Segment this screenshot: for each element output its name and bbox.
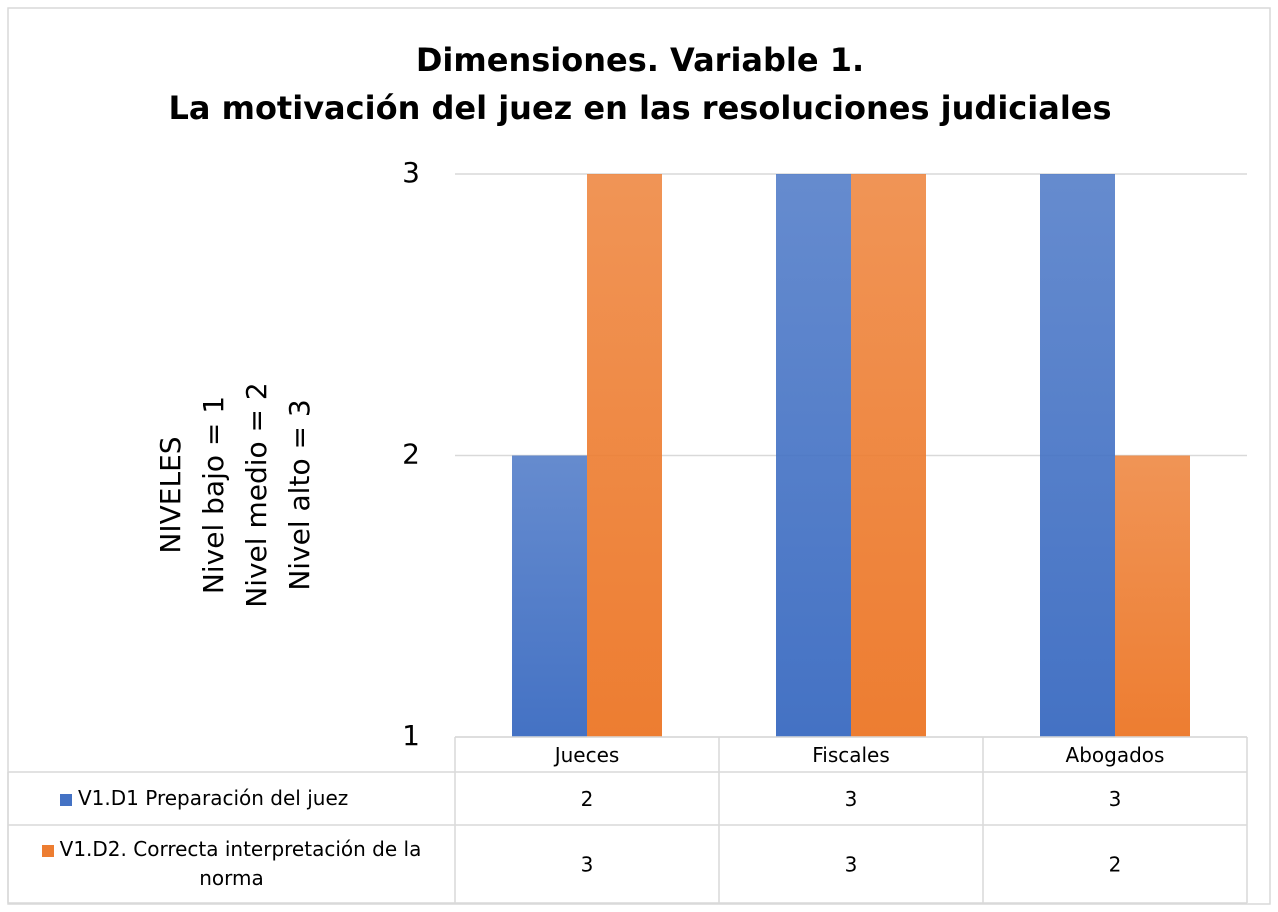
chart-title: La motivación del juez en las resolucion… [168,89,1111,127]
bar [1040,174,1115,737]
legend-label: V1.D1 Preparación del juez [78,786,349,810]
y-axis-label: Nivel bajo = 1 [197,396,230,594]
bar [512,455,587,737]
legend-item: V1.D1 Preparación del juez [60,784,348,813]
table-value: 3 [1109,787,1122,811]
bar [1115,455,1190,737]
chart-title: Dimensiones. Variable 1. [416,41,864,79]
y-tick-label: 1 [402,719,420,752]
legend-entry: V1.D2. Correcta interpretación de la nor… [8,825,455,903]
table-value: 2 [581,787,594,811]
y-tick-label: 2 [402,438,420,471]
legend-cell: V1.D1 Preparación del juez [8,772,455,825]
legend-entry: V1.D1 Preparación del juez [8,772,455,825]
x-tick-label: Fiscales [812,743,890,767]
x-tick-label: Abogados [1066,743,1165,767]
y-tick-label: 3 [402,156,420,189]
legend-swatch [60,793,72,806]
legend-label: V1.D2. Correcta interpretación de la nor… [59,837,422,890]
bar [776,174,851,737]
y-axis-label: Nivel alto = 3 [283,399,316,590]
y-axis-label: NIVELES [154,436,187,553]
bar [851,174,926,737]
x-tick-label: Jueces [553,743,620,767]
y-axis-label: Nivel medio = 2 [240,382,273,607]
table-value: 2 [1109,853,1122,877]
legend-item: V1.D2. Correcta interpretación de la nor… [16,835,447,893]
table-value: 3 [845,853,858,877]
legend-swatch [41,844,54,857]
table-value: 3 [581,853,594,877]
table-value: 3 [845,787,858,811]
bar [587,174,662,737]
legend-cell: V1.D2. Correcta interpretación de la nor… [8,825,455,903]
